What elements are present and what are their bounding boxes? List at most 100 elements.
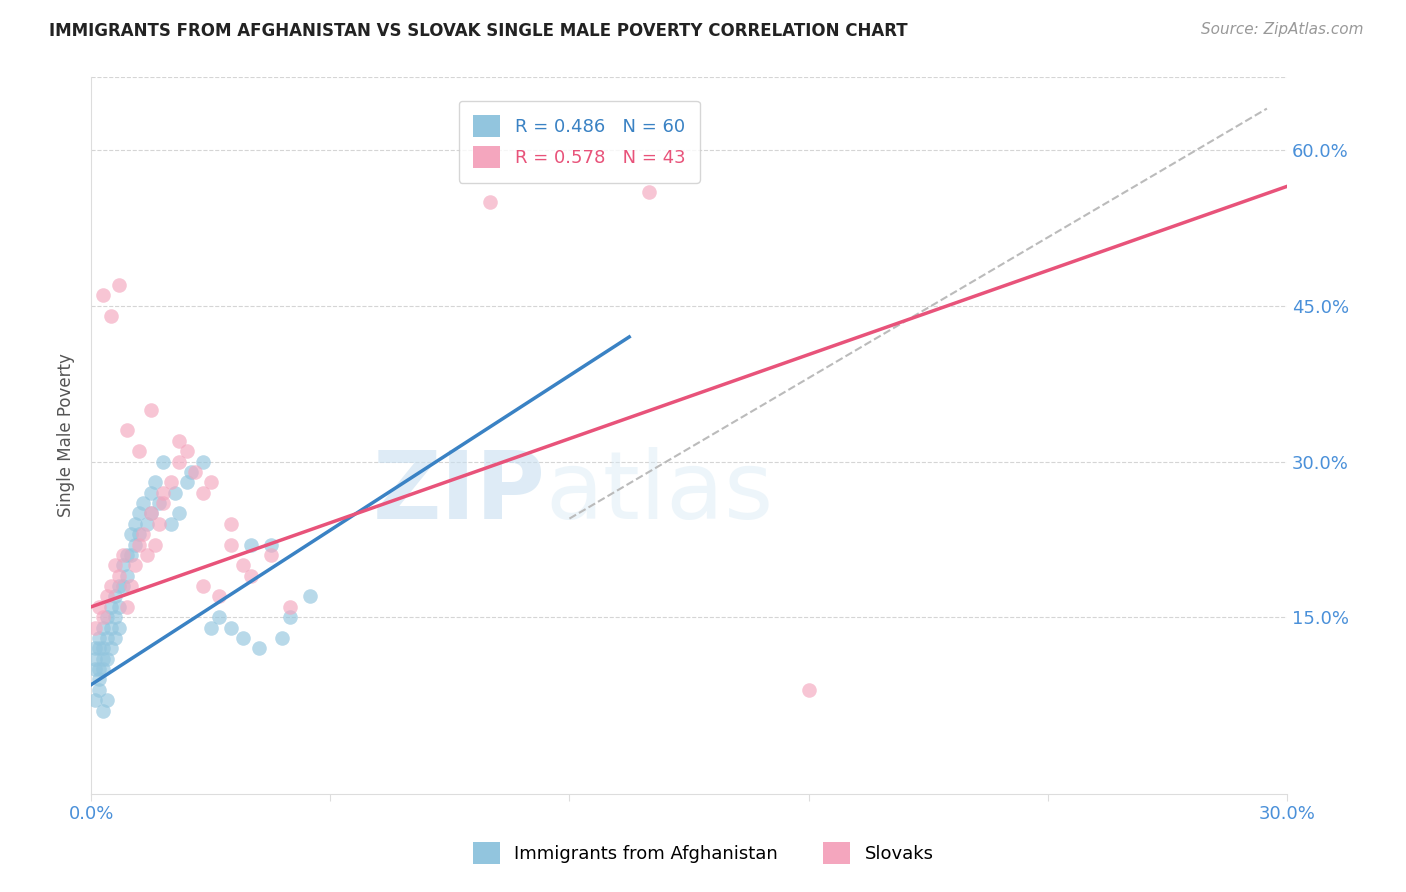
Point <box>232 631 254 645</box>
Point <box>160 475 183 490</box>
Point <box>152 485 174 500</box>
Point <box>148 496 170 510</box>
Point <box>91 610 114 624</box>
Point <box>176 444 198 458</box>
Point <box>200 621 222 635</box>
Point <box>259 537 281 551</box>
Point <box>84 641 107 656</box>
Point <box>89 673 111 687</box>
Point <box>128 527 150 541</box>
Point <box>239 537 262 551</box>
Text: atlas: atlas <box>546 447 773 539</box>
Point <box>208 610 231 624</box>
Point <box>84 621 107 635</box>
Point <box>191 454 214 468</box>
Point <box>478 194 501 209</box>
Point <box>115 568 138 582</box>
Point <box>108 599 131 614</box>
Point <box>96 631 118 645</box>
Point <box>132 527 155 541</box>
Point <box>191 485 214 500</box>
Point <box>84 693 107 707</box>
Point <box>797 682 820 697</box>
Point <box>239 568 262 582</box>
Point <box>191 579 214 593</box>
Point <box>115 548 138 562</box>
Point <box>163 485 186 500</box>
Point <box>180 465 202 479</box>
Point <box>299 590 322 604</box>
Point <box>120 579 142 593</box>
Point <box>91 704 114 718</box>
Point <box>280 610 302 624</box>
Point <box>89 682 111 697</box>
Point <box>91 641 114 656</box>
Point <box>120 548 142 562</box>
Y-axis label: Single Male Poverty: Single Male Poverty <box>58 353 75 517</box>
Text: IMMIGRANTS FROM AFGHANISTAN VS SLOVAK SINGLE MALE POVERTY CORRELATION CHART: IMMIGRANTS FROM AFGHANISTAN VS SLOVAK SI… <box>49 22 908 40</box>
Point <box>89 631 111 645</box>
Point <box>136 548 159 562</box>
Point <box>112 548 135 562</box>
Point <box>128 444 150 458</box>
Point <box>100 621 122 635</box>
Point <box>160 516 183 531</box>
Point <box>100 599 122 614</box>
Legend: Immigrants from Afghanistan, Slovaks: Immigrants from Afghanistan, Slovaks <box>458 828 948 879</box>
Point <box>100 579 122 593</box>
Point <box>219 621 242 635</box>
Point <box>167 454 190 468</box>
Point <box>89 599 111 614</box>
Point <box>89 641 111 656</box>
Point <box>139 507 162 521</box>
Point <box>96 651 118 665</box>
Point <box>112 558 135 573</box>
Point <box>247 641 270 656</box>
Text: ZIP: ZIP <box>373 447 546 539</box>
Point <box>115 599 138 614</box>
Point <box>139 485 162 500</box>
Point <box>259 548 281 562</box>
Point <box>96 693 118 707</box>
Point <box>200 475 222 490</box>
Point <box>104 590 127 604</box>
Point <box>91 621 114 635</box>
Point <box>143 475 166 490</box>
Point <box>124 516 146 531</box>
Point <box>108 278 131 293</box>
Point <box>104 558 127 573</box>
Point <box>167 507 190 521</box>
Point <box>128 507 150 521</box>
Point <box>152 454 174 468</box>
Point <box>112 579 135 593</box>
Point <box>219 537 242 551</box>
Point <box>96 590 118 604</box>
Point <box>115 423 138 437</box>
Point <box>167 434 190 448</box>
Point <box>280 599 302 614</box>
Point <box>128 537 150 551</box>
Point <box>108 579 131 593</box>
Point <box>176 475 198 490</box>
Point <box>638 185 661 199</box>
Point <box>91 288 114 302</box>
Point <box>184 465 207 479</box>
Point <box>91 651 114 665</box>
Point <box>96 610 118 624</box>
Point <box>104 631 127 645</box>
Point <box>139 402 162 417</box>
Point <box>271 631 294 645</box>
Point <box>219 516 242 531</box>
Point <box>208 590 231 604</box>
Point <box>152 496 174 510</box>
Point <box>232 558 254 573</box>
Point <box>124 558 146 573</box>
Point <box>136 516 159 531</box>
Point <box>139 507 162 521</box>
Point <box>108 621 131 635</box>
Point <box>84 651 107 665</box>
Point <box>100 641 122 656</box>
Point <box>148 516 170 531</box>
Point <box>100 309 122 323</box>
Point <box>132 496 155 510</box>
